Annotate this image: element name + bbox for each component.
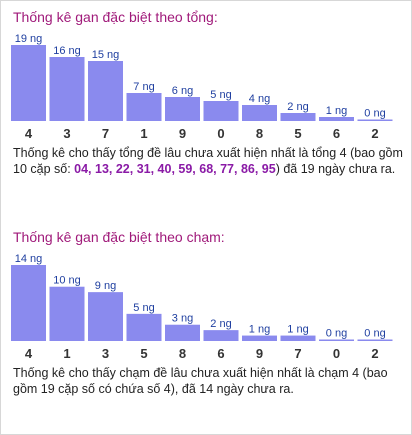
tong-value-label: 5 ng <box>210 89 231 101</box>
cham-category-label: 2 <box>371 346 378 361</box>
cham-category-label: 3 <box>102 346 109 361</box>
tong-category-label: 2 <box>371 126 378 141</box>
tong-bar-5 <box>280 113 316 121</box>
tong-value-label: 19 ng <box>15 33 43 45</box>
cham-bar-8 <box>165 324 200 341</box>
cham-category-label: 6 <box>217 346 224 361</box>
cham-description-text: Thống kê cho thấy chạm đề lâu chưa xuất … <box>13 366 388 396</box>
cham-bar-9 <box>242 335 277 341</box>
tong-bar-4 <box>11 45 46 121</box>
cham-value-label: 14 ng <box>15 253 43 265</box>
cham-category-label: 4 <box>25 346 33 361</box>
tong-value-label: 0 ng <box>364 108 385 120</box>
tong-description: Thống kê cho thấy tổng đề lâu chưa xuất … <box>13 145 409 177</box>
cham-bar-5 <box>126 313 162 341</box>
cham-value-label: 9 ng <box>95 280 116 292</box>
tong-bar-1 <box>126 93 162 121</box>
cham-value-label: 10 ng <box>53 275 81 287</box>
tong-category-label: 1 <box>140 126 147 141</box>
cham-value-label: 0 ng <box>364 328 385 340</box>
tong-bar-2 <box>357 119 393 121</box>
tong-category-label: 5 <box>294 126 301 141</box>
tong-category-label: 4 <box>25 126 33 141</box>
cham-bar-6 <box>203 330 239 341</box>
cham-bar-1 <box>49 286 85 341</box>
tong-category-label: 7 <box>102 126 109 141</box>
tong-value-label: 1 ng <box>326 105 347 117</box>
tong-bar-3 <box>49 57 85 121</box>
tong-value-label: 16 ng <box>53 45 81 57</box>
tong-value-label: 6 ng <box>172 85 193 97</box>
tong-category-label: 9 <box>179 126 186 141</box>
tong-value-label: 2 ng <box>287 101 308 113</box>
tong-chart-title: Thống kê gan đặc biệt theo tổng: <box>13 9 218 25</box>
tong-category-label: 8 <box>256 126 263 141</box>
cham-bar-7 <box>280 335 316 341</box>
cham-bar-4 <box>11 265 46 341</box>
tong-category-label: 0 <box>217 126 224 141</box>
cham-category-label: 1 <box>63 346 70 361</box>
cham-bar-chart: 14 ng 4 10 ng 1 9 ng 3 5 ng 5 3 ng 8 2 ng 6 1 ng 9 1 n… <box>11 253 393 361</box>
cham-value-label: 1 ng <box>249 324 270 336</box>
tong-value-label: 7 ng <box>133 81 154 93</box>
tong-bar-6 <box>319 117 354 121</box>
tong-category-label: 6 <box>333 126 340 141</box>
tong-number-list: 04, 13, 22, 31, 40, 59, 68, 77, 86, 95 <box>74 162 276 176</box>
tong-description-end: ) đã 19 ngày chưa ra. <box>275 162 396 176</box>
tong-bar-9 <box>165 97 200 121</box>
cham-description: Thống kê cho thấy chạm đề lâu chưa xuất … <box>13 365 409 397</box>
tong-category-label: 3 <box>63 126 70 141</box>
cham-category-label: 0 <box>333 346 340 361</box>
cham-value-label: 0 ng <box>326 328 347 340</box>
tong-value-label: 15 ng <box>92 49 120 61</box>
cham-category-label: 9 <box>256 346 263 361</box>
cham-category-label: 8 <box>179 346 186 361</box>
cham-value-label: 1 ng <box>287 324 308 336</box>
cham-bar-3 <box>88 292 123 341</box>
cham-category-label: 5 <box>140 346 147 361</box>
cham-bar-0 <box>319 339 354 341</box>
cham-value-label: 5 ng <box>133 302 154 314</box>
cham-bar-2 <box>357 339 393 341</box>
tong-bar-7 <box>88 61 123 121</box>
cham-category-label: 7 <box>294 346 301 361</box>
tong-description-text: Thống kê cho thấy tổng đề lâu chưa xuất … <box>13 146 403 176</box>
tong-bar-0 <box>203 101 239 121</box>
cham-value-label: 3 ng <box>172 313 193 325</box>
tong-value-label: 4 ng <box>249 93 270 105</box>
tong-bar-8 <box>242 105 277 121</box>
cham-chart-title: Thống kê gan đặc biệt theo chạm: <box>13 229 225 245</box>
cham-value-label: 2 ng <box>210 318 231 330</box>
